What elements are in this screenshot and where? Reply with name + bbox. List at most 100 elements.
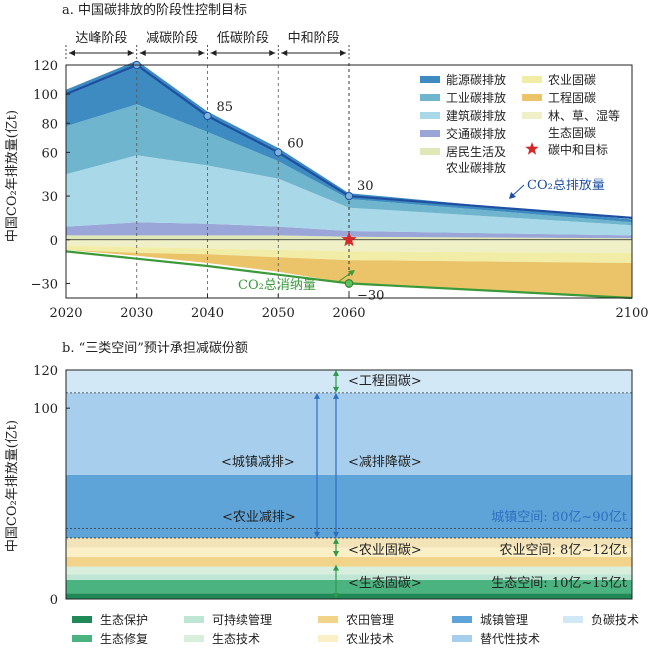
band-3 <box>66 566 632 575</box>
legend-label: 生态保护 <box>100 613 148 627</box>
y-axis: 120 100 80 60 30 0 −30 <box>31 59 70 292</box>
band-2 <box>66 574 632 580</box>
legend-star <box>525 142 539 155</box>
space-label: 农业空间: 8亿~12亿t <box>500 543 628 558</box>
urban-reduction-arrow-head-bottom <box>314 531 320 538</box>
legend-label: 农田管理 <box>346 612 394 627</box>
legend-swatch <box>522 112 542 119</box>
legend-swatch <box>522 76 542 83</box>
annotation-label: <减排降碳> <box>348 455 422 470</box>
sink-band-1 <box>66 245 632 263</box>
annotations: <工程固碳> <城镇减排> <减排降碳> <农业减排> <农业固碳> <生态固碳> 城镇空间… <box>221 370 628 599</box>
carbon-neutral-star <box>341 231 357 247</box>
legend-label: 工业碳排放 <box>446 90 506 105</box>
sink-point <box>344 279 354 288</box>
legend-swatch <box>420 94 440 101</box>
x-tick-label: 2040 <box>191 306 224 321</box>
legend-label: 建筑碳排放 <box>446 108 506 123</box>
legend-label: 工程固碳 <box>548 90 596 105</box>
emission-point <box>203 111 212 121</box>
band-8 <box>66 392 632 475</box>
phase-label: 达峰阶段 <box>75 31 127 46</box>
band-6 <box>66 537 632 548</box>
y-tick-label: 0 <box>50 593 58 608</box>
phase-arrow-head-left <box>210 50 217 56</box>
emission-point <box>274 148 283 157</box>
x-axis: 2020 2030 2040 2050 2060 2100 <box>49 294 649 321</box>
legend-swatch <box>318 635 338 642</box>
annotation-label: <生态固碳> <box>348 576 422 591</box>
point-label: 60 <box>287 136 304 151</box>
eco-arrow-head-bottom <box>333 593 339 599</box>
legend-swatch <box>452 635 472 642</box>
emission-band-3 <box>66 60 632 223</box>
sink-band-0 <box>66 239 632 253</box>
band-7 <box>66 474 632 538</box>
total-sink-label: CO₂总消纳量 <box>238 278 316 293</box>
point-label: −30 <box>357 288 384 303</box>
annotations: 85 60 30 −30 CO₂总排放量 CO₂总消纳量 <box>217 100 605 303</box>
panel-a-chart: a. 中国碳排放的阶段性控制目标 达峰阶段 减碳阶段 低碳阶段 中和阶段 2020 20… <box>5 2 649 321</box>
space-label: 生态空间: 10亿~15亿t <box>491 576 627 591</box>
y-tick-label: −30 <box>31 277 58 292</box>
y-tick-label: 120 <box>33 364 58 379</box>
engineering-arrow-head-bottom <box>333 386 339 393</box>
x-tick-label: 2050 <box>262 306 295 321</box>
plot-border <box>65 369 633 600</box>
legend-swatch <box>318 616 338 623</box>
legend-label: 生态修复 <box>100 631 148 646</box>
point-label: 85 <box>217 100 234 115</box>
decarbonize-arrow-head-top <box>333 392 339 399</box>
legend-box <box>413 72 625 180</box>
stacked-bands <box>66 370 632 599</box>
y-axis-label: 中国CO₂年排放量(亿t) <box>5 420 20 552</box>
phase-label: 低碳阶段 <box>217 31 269 46</box>
decarbonize-arrow-head-bottom <box>333 531 339 538</box>
annotation-label: <农业减排> <box>222 510 296 525</box>
band-0 <box>66 593 632 599</box>
legend-swatch <box>184 616 204 623</box>
legend-label: 生态技术 <box>212 632 260 646</box>
agri-arrow-head-top <box>333 537 339 544</box>
legend-label: 林、草、湿等 <box>548 108 620 123</box>
legend-label: 农业碳排放 <box>446 160 506 175</box>
legend-label: 替代性技术 <box>480 632 540 646</box>
legend-swatch <box>522 94 542 101</box>
urban-reduction-arrow-head-top <box>314 392 320 399</box>
phase-arrows: 达峰阶段 减碳阶段 低碳阶段 中和阶段 <box>65 31 350 61</box>
phase-arrow-head-right <box>269 50 276 56</box>
y-tick-label: 120 <box>33 59 58 74</box>
engineering-arrow-head-top <box>333 370 339 376</box>
legend-swatch <box>72 635 92 642</box>
space-label: 城镇空间: 80亿~90亿t <box>491 510 627 525</box>
y-axis-label: 中国CO₂年排放量(亿t) <box>5 110 20 242</box>
total-emission-line <box>65 63 633 219</box>
legend-label: 碳中和目标 <box>548 142 608 157</box>
pointer-head <box>348 270 355 276</box>
legend-swatch <box>184 635 204 642</box>
phase-arrow-head-left <box>281 50 288 56</box>
y-tick-label: 60 <box>41 146 58 161</box>
x-tick-label: 2100 <box>615 306 648 321</box>
phase-arrow-head-right <box>198 50 205 56</box>
legend-label: 生态固碳 <box>548 126 596 140</box>
total-emission-label: CO₂总排放量 <box>527 178 605 193</box>
legend-label: 能源碳排放 <box>446 72 506 87</box>
panel-b-title: b. “三类空间”预计承担减碳份额 <box>62 341 248 356</box>
legend-label: 可持续管理 <box>212 612 272 627</box>
legend-label: 农业固碳 <box>548 73 596 87</box>
band-9 <box>66 370 632 393</box>
legend-label: 城镇管理 <box>480 612 528 627</box>
annotation-label: <工程固碳> <box>348 374 422 389</box>
legend-label: 交通碳排放 <box>446 126 506 141</box>
agri-arrow-head-bottom <box>333 551 339 558</box>
phase-label: 减碳阶段 <box>146 31 198 46</box>
y-axis: 120 100 0 <box>33 364 70 608</box>
legend-swatch <box>563 616 583 623</box>
eco-arrow-head-top <box>333 564 339 571</box>
phase-arrow-head-right <box>127 50 134 56</box>
total-lines <box>65 60 633 300</box>
legend-label: 农业技术 <box>346 632 394 646</box>
